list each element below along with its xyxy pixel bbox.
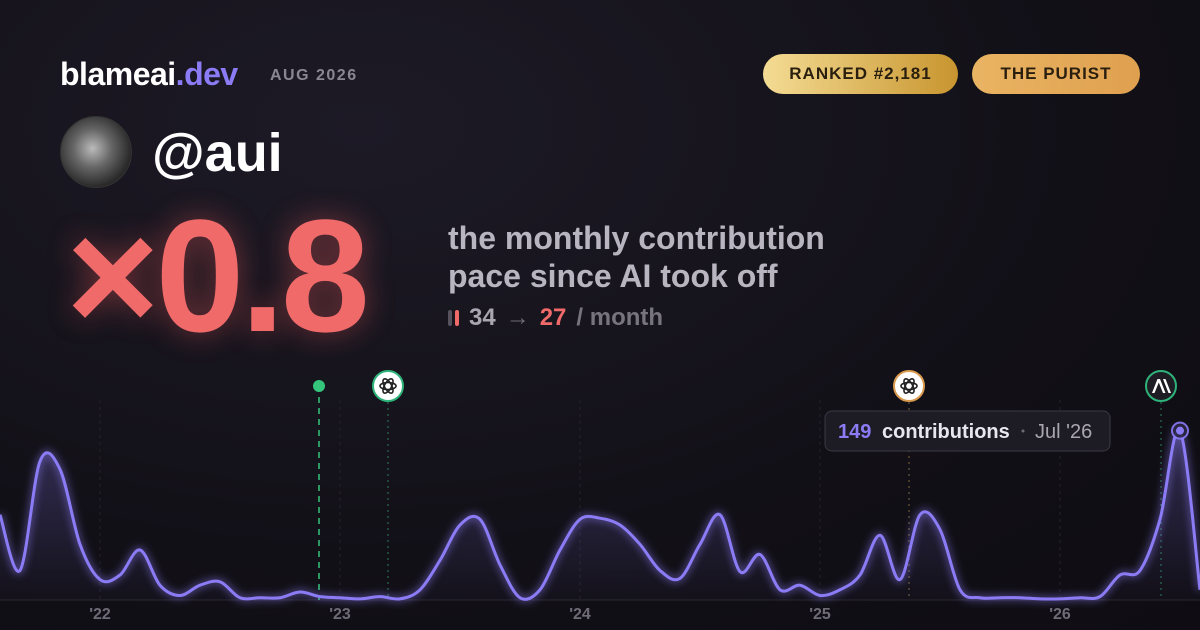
rank-badge: RANKED #2,181 bbox=[763, 54, 958, 94]
description: the monthly contribution bbox=[448, 220, 825, 256]
openai-icon[interactable] bbox=[893, 370, 925, 402]
handle: @aui bbox=[152, 123, 283, 183]
openai-icon[interactable] bbox=[372, 370, 404, 402]
area bbox=[0, 429, 1200, 600]
tooltip-date: Jul '26 bbox=[1035, 421, 1092, 443]
x-tick-label: '23 bbox=[329, 606, 351, 623]
pace-before: 34 bbox=[469, 304, 496, 331]
tooltip-point-core bbox=[1176, 426, 1184, 435]
pace-unit: / month bbox=[576, 304, 664, 331]
multiplier: ×0.8 bbox=[66, 186, 370, 365]
date: AUG 2026 bbox=[270, 67, 358, 84]
tooltip-separator bbox=[1021, 429, 1025, 433]
tooltip-value: 149 bbox=[838, 421, 871, 443]
title-badge: THE PURIST bbox=[972, 54, 1140, 94]
event-dot bbox=[313, 380, 325, 392]
anthropic-icon[interactable] bbox=[1145, 370, 1177, 402]
avatar bbox=[60, 116, 132, 188]
pace-arrow: → bbox=[505, 304, 530, 331]
x-tick-label: '26 bbox=[1049, 606, 1071, 623]
line bbox=[0, 428, 1200, 601]
pace: 34 → 27 / month bbox=[448, 304, 663, 332]
tooltip-box bbox=[824, 410, 1111, 452]
tooltip-label: contributions bbox=[882, 421, 1010, 443]
x-tick-label: '22 bbox=[89, 606, 111, 623]
x-tick-label: '24 bbox=[569, 606, 591, 623]
pace-icon bbox=[448, 310, 459, 326]
brand-suffix: .dev bbox=[175, 56, 239, 92]
brand[interactable]: blameai.dev bbox=[60, 56, 238, 93]
pace-after: 27 bbox=[539, 304, 567, 331]
description: pace since AI took off bbox=[448, 258, 778, 294]
brand-name: blameai bbox=[60, 56, 176, 92]
x-tick-label: '25 bbox=[809, 606, 831, 623]
chart: '22 '23 '24 '25 '26 149 contributions Jul '26 bbox=[0, 370, 1200, 623]
